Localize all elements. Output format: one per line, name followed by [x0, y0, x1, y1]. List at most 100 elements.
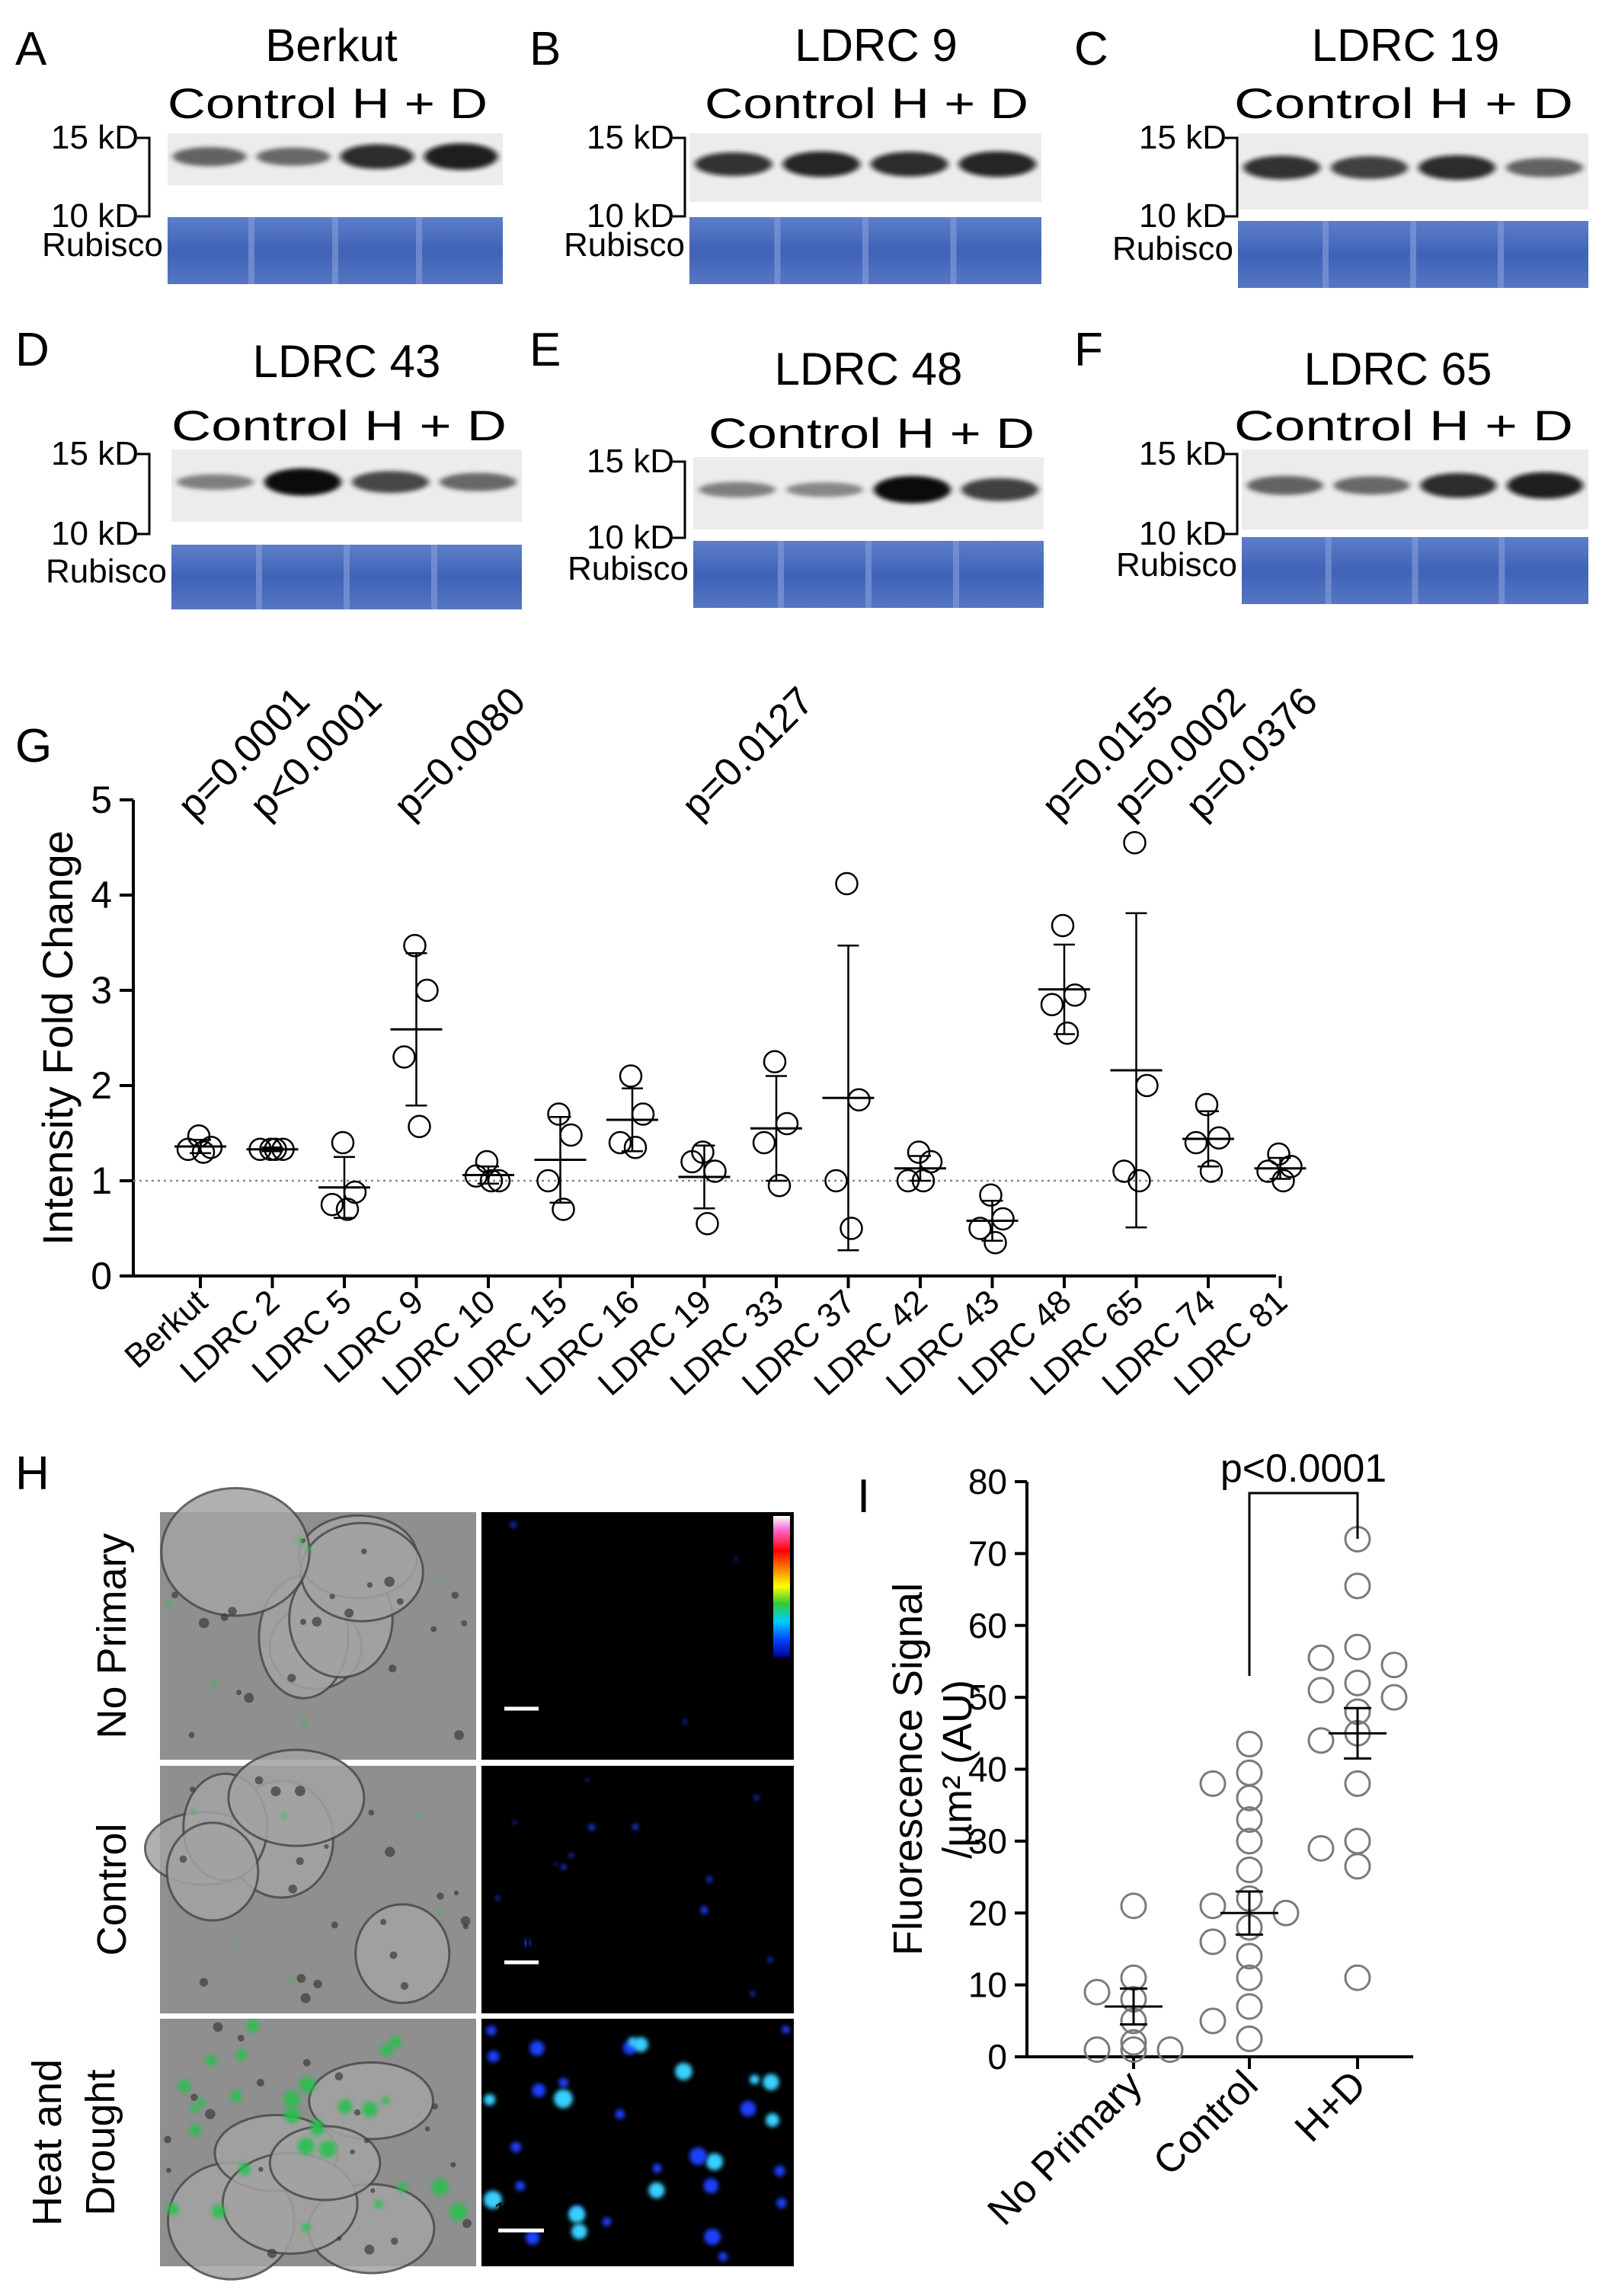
fluorescent-spot	[495, 1895, 501, 1901]
fluorescent-spot	[700, 1906, 708, 1914]
y-tick-label: 2	[91, 1064, 112, 1107]
data-point	[1120, 2036, 1147, 2064]
y-tick-label: 20	[968, 1893, 1007, 1933]
green-signal	[305, 1546, 312, 1552]
green-signal	[167, 1600, 172, 1606]
kd-label-10: 10 kD	[587, 519, 674, 556]
green-signal	[299, 2077, 316, 2093]
protein-band	[256, 147, 331, 166]
lane-gap	[953, 541, 959, 608]
y-tick-label: 50	[968, 1677, 1007, 1717]
rubisco-label: Rubisco	[564, 226, 685, 264]
y-tick-label: 0	[987, 2037, 1007, 2077]
protein-band	[424, 143, 498, 171]
data-point	[403, 934, 427, 958]
fluorescent-spot	[484, 2190, 502, 2209]
data-point	[1236, 1806, 1263, 1834]
kd-label-10: 10 kD	[1139, 197, 1227, 235]
protein-band	[870, 152, 948, 177]
protein-band	[1333, 476, 1410, 495]
organelle	[360, 1548, 367, 1555]
organelle	[302, 2058, 311, 2067]
organelle	[267, 2248, 277, 2259]
lane-gap	[950, 217, 957, 284]
row-label: Control	[89, 1823, 135, 1955]
organelle	[198, 1617, 209, 1629]
protein-band	[1418, 155, 1496, 181]
microscopy-panel: H 10µm No Primary 10µm Control 10µm Heat and Dr…	[15, 1447, 794, 2281]
protein-band	[351, 471, 430, 494]
lane-gap	[865, 541, 872, 608]
data-point	[1207, 1126, 1231, 1150]
color-scale-bar	[773, 1516, 790, 1657]
data-point	[1380, 1684, 1408, 1711]
data-point	[1236, 2025, 1263, 2052]
organelle	[188, 1732, 195, 1738]
fluorescent-spot	[705, 2153, 724, 2170]
data-point	[623, 1136, 648, 1159]
fluorescent-spot	[689, 2147, 707, 2165]
organelle	[288, 1884, 298, 1894]
data-point	[1236, 1964, 1263, 1991]
data-point	[248, 1137, 272, 1161]
lane-gap	[1323, 221, 1329, 288]
data-point	[703, 1159, 727, 1183]
lane-gap	[774, 217, 781, 284]
kd-bracket	[1225, 136, 1239, 218]
fluorescent-spot	[585, 1778, 590, 1782]
data-point	[1344, 1669, 1371, 1696]
y-tick-label: 10	[968, 1965, 1007, 2005]
data-point	[835, 871, 859, 896]
data-point	[1051, 913, 1075, 938]
green-signal	[431, 2178, 449, 2195]
organelle	[235, 1690, 242, 1696]
panel-letter: A	[15, 23, 47, 75]
organelle	[300, 1993, 311, 2003]
cell-outline	[160, 1486, 311, 1617]
lane-gap	[1410, 221, 1416, 288]
data-point	[968, 1217, 992, 1240]
y-axis-label: Intensity Fold Change	[34, 830, 82, 1246]
data-point	[1123, 831, 1147, 855]
kd-bracket	[673, 460, 686, 539]
protein-band	[1507, 472, 1584, 499]
organelle	[460, 1916, 471, 1927]
green-signal	[189, 2124, 201, 2137]
organelle	[256, 2078, 265, 2087]
organelle	[350, 2149, 355, 2155]
blot-conditions: Control H + D	[1234, 79, 1573, 127]
kd-label-10: 10 kD	[51, 197, 139, 235]
data-point	[464, 1164, 488, 1188]
fluorescent-spot	[774, 2165, 785, 2176]
fluorescent-spot	[683, 1719, 688, 1724]
organelle	[396, 1597, 404, 1605]
green-signal	[435, 1579, 440, 1583]
green-signal	[297, 1537, 304, 1544]
lane-gap	[778, 541, 784, 608]
panel-letter: B	[529, 23, 561, 75]
scale-bar-label: 10µm	[500, 1677, 558, 1702]
organelle	[299, 1618, 307, 1626]
y-axis-label: Fluorescence Signal	[885, 1583, 931, 1955]
rubisco-label: Rubisco	[42, 226, 163, 264]
panel-letter: E	[529, 324, 561, 376]
y-tick-label: 60	[968, 1606, 1007, 1645]
data-point	[191, 1140, 216, 1164]
data-point	[1307, 1834, 1335, 1862]
blot-title: LDRC 65	[1304, 344, 1492, 395]
fluorescent-spot	[602, 2217, 612, 2227]
rubisco-label: Rubisco	[568, 550, 689, 587]
fluorescent-spot	[753, 1795, 760, 1801]
fluorescent-spot	[734, 1557, 738, 1561]
blot-conditions: Control H + D	[171, 401, 507, 449]
fluorescent-spot	[763, 2074, 779, 2090]
fluorescent-spot	[513, 1820, 517, 1824]
fluorescence-image	[481, 1766, 794, 2013]
organelle	[390, 2237, 398, 2245]
data-point	[331, 1130, 355, 1155]
y-tick-label: 40	[968, 1750, 1007, 1789]
data-point	[1307, 1677, 1335, 1704]
